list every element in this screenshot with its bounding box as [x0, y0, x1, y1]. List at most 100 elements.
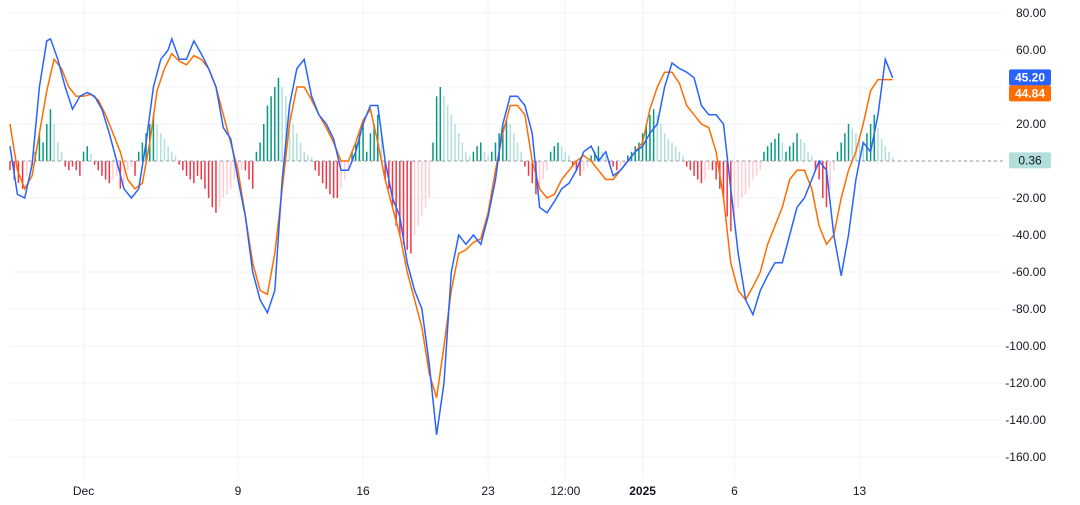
- histogram-bar: [619, 161, 622, 167]
- histogram-bar: [64, 161, 66, 167]
- histogram-bar: [590, 155, 592, 161]
- histogram-bar: [174, 155, 177, 161]
- histogram-bar: [788, 146, 791, 161]
- histogram-bar: [781, 142, 784, 161]
- histogram-bar: [568, 155, 570, 161]
- y-tick-label: -40.00: [1012, 228, 1046, 242]
- histogram-bar: [685, 161, 688, 167]
- histogram-bar: [93, 161, 96, 165]
- histogram-bar: [277, 77, 280, 161]
- histogram-bar: [9, 161, 11, 171]
- histogram-bar: [616, 161, 618, 171]
- histogram-bar: [689, 161, 692, 171]
- histogram-bar: [112, 161, 114, 180]
- histogram-bar: [822, 161, 824, 198]
- x-tick-label: 23: [481, 484, 495, 498]
- histogram-bar: [229, 161, 232, 189]
- histogram-bar: [652, 109, 655, 161]
- histogram-bar: [218, 161, 221, 208]
- histogram-bar: [60, 151, 63, 161]
- histogram-bar: [443, 96, 445, 161]
- grid: [10, 0, 1003, 478]
- histogram-bar: [803, 142, 806, 161]
- histogram-bar: [586, 161, 589, 167]
- histogram-bar: [266, 105, 269, 161]
- histogram-bar: [770, 142, 773, 161]
- badge-macd: 45.20: [1009, 69, 1051, 86]
- histogram-bar: [726, 161, 728, 217]
- histogram-bar: [792, 142, 795, 161]
- histogram-bar: [108, 161, 111, 184]
- histogram-bar: [134, 161, 136, 176]
- histogram-bar: [413, 161, 416, 235]
- histogram-bar: [211, 161, 214, 208]
- histogram-bar: [307, 155, 309, 161]
- badge-bg: [1009, 85, 1051, 102]
- histogram-bar: [207, 161, 210, 198]
- x-tick-label: Dec: [73, 484, 94, 498]
- badge-histogram: 0.36: [1009, 152, 1051, 169]
- histogram-bar: [285, 96, 287, 161]
- histogram-bar: [663, 133, 666, 161]
- histogram-bar: [638, 142, 640, 161]
- histogram-bar: [557, 142, 559, 161]
- histogram-bar: [347, 161, 350, 171]
- histogram-bar: [505, 120, 508, 161]
- histogram-bar: [399, 161, 401, 235]
- x-tick-label: 9: [235, 484, 242, 498]
- histogram-bar: [649, 114, 651, 161]
- histogram-bar: [384, 161, 386, 180]
- histogram-bar: [847, 124, 850, 161]
- histogram-bar: [605, 155, 607, 161]
- histogram-bar: [26, 161, 28, 176]
- histogram-bar: [542, 161, 545, 180]
- histogram-bar: [185, 161, 188, 176]
- histogram-bar: [46, 124, 48, 161]
- histogram-bar: [251, 161, 254, 189]
- histogram-bar: [215, 161, 217, 213]
- histogram-bar: [450, 114, 453, 161]
- histogram-bar: [424, 161, 427, 208]
- histogram-bar: [527, 161, 530, 176]
- histogram-bar: [204, 161, 206, 189]
- histogram-bar: [833, 161, 835, 171]
- histogram-bar: [82, 151, 85, 161]
- y-tick-label: -80.00: [1012, 302, 1046, 316]
- y-tick-label: -20.00: [1012, 191, 1046, 205]
- histogram-bar: [884, 146, 887, 161]
- histogram-bar: [722, 161, 725, 198]
- histogram-bar: [332, 161, 335, 198]
- histogram-bar: [785, 151, 787, 161]
- histogram-bar: [152, 114, 155, 161]
- badge-bg: [1009, 152, 1051, 169]
- histogram-bar: [516, 142, 519, 161]
- histogram-bar: [814, 161, 817, 171]
- histogram-bar: [171, 151, 173, 161]
- histogram-bar: [38, 133, 41, 161]
- histogram-bar: [395, 161, 397, 226]
- histogram-bar: [807, 151, 809, 161]
- histogram-bar: [531, 161, 533, 184]
- histogram-bar: [281, 87, 283, 161]
- histogram-bar: [126, 161, 129, 171]
- x-axis[interactable]: Dec 9 16 23 12:00 2025 6 13: [73, 484, 867, 498]
- histogram-bar: [318, 161, 320, 176]
- histogram-bar: [700, 161, 703, 184]
- histogram-bar: [855, 133, 857, 161]
- histogram-bar: [553, 146, 556, 161]
- histogram-bar: [101, 161, 103, 176]
- histogram-bar: [869, 124, 872, 161]
- y-tick-label: -160.00: [1005, 450, 1046, 464]
- histogram-bar: [421, 161, 423, 217]
- histogram-bar: [137, 151, 140, 161]
- histogram-bar: [491, 151, 493, 161]
- histogram-bar: [79, 161, 81, 176]
- histogram-bar: [873, 114, 876, 161]
- histogram-bar: [248, 161, 250, 180]
- histogram-bar: [406, 161, 408, 250]
- badge-label: 45.20: [1015, 70, 1045, 84]
- histogram-bar: [21, 161, 24, 189]
- histogram-bar: [167, 146, 169, 161]
